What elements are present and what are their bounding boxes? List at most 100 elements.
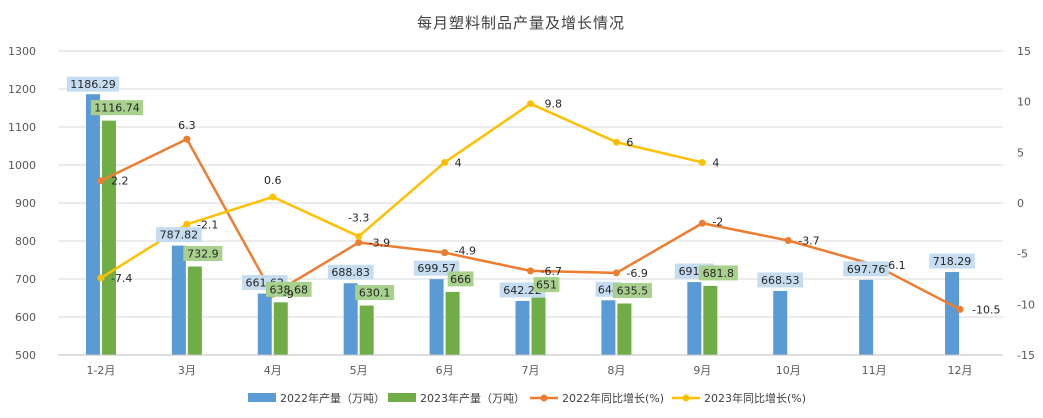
left-tick-label: 700 xyxy=(15,273,36,286)
x-tick-label: 5月 xyxy=(350,364,368,377)
line-point xyxy=(355,239,363,247)
bar-value-label-bg xyxy=(447,271,474,287)
left-axis: 500 600 700 800 900 1000 1100 1200 1300 xyxy=(8,45,36,362)
bar xyxy=(531,297,546,355)
left-tick-label: 500 xyxy=(15,349,36,362)
bar xyxy=(617,303,632,355)
line-value-label: -7.4 xyxy=(111,272,132,285)
line-value-label: 2.2 xyxy=(111,175,129,188)
line-point xyxy=(441,158,449,166)
x-tick-label: 7月 xyxy=(522,364,540,377)
line-point xyxy=(97,177,105,185)
right-tick-label: 15 xyxy=(1017,45,1031,58)
bar-value-label: 642.22 xyxy=(503,284,542,297)
bar-value-label: 666 xyxy=(450,273,471,286)
legend: 2022年产量（万吨） 2023年产量（万吨） 2022年同比增长(%) 2023年同… xyxy=(248,391,806,405)
line-point xyxy=(527,100,534,108)
bar-value-label-bg xyxy=(183,245,223,261)
x-tick-label: 6月 xyxy=(436,364,454,377)
x-tick-label: 8月 xyxy=(607,364,625,377)
left-tick-label: 600 xyxy=(15,311,36,324)
legend-marker xyxy=(682,394,690,402)
bar xyxy=(101,120,116,356)
line-point xyxy=(784,236,792,244)
bar-value-label-bg xyxy=(355,285,395,301)
line-point xyxy=(956,305,964,313)
bar-value-label-bg xyxy=(327,264,374,280)
x-tick-label: 4月 xyxy=(264,364,282,377)
line-value-label: 4 xyxy=(712,156,719,169)
right-tick-label: 5 xyxy=(1017,146,1024,159)
line-point xyxy=(441,249,449,257)
x-tick-label: 1-2月 xyxy=(86,364,115,377)
line-point xyxy=(612,138,620,146)
bar xyxy=(687,282,702,355)
bar-value-label-bg xyxy=(90,100,144,116)
x-tick-label: 9月 xyxy=(693,364,711,377)
line-series xyxy=(100,102,703,280)
bar-value-label: 635.5 xyxy=(617,285,649,298)
legend-swatch xyxy=(248,393,276,402)
line-value-label: 6.3 xyxy=(178,119,196,132)
line-value-label: -6.1 xyxy=(884,259,905,272)
line-value-label: -6.9 xyxy=(626,267,647,280)
right-tick-label: 10 xyxy=(1017,96,1031,109)
line-value-label: 6 xyxy=(626,136,633,149)
legend-label: 2023年产量（万吨） xyxy=(420,391,525,405)
line-point xyxy=(698,158,706,166)
bar xyxy=(859,279,874,355)
left-tick-label: 800 xyxy=(15,235,36,248)
right-tick-label: 0 xyxy=(1017,197,1024,210)
line-value-label: -3.3 xyxy=(348,211,369,224)
bar-value-label: 697.76 xyxy=(847,263,886,276)
legend-label: 2023年同比增长(%) xyxy=(704,391,806,405)
bar xyxy=(359,305,374,355)
bar-value-label: 699.57 xyxy=(417,262,456,275)
left-tick-label: 1200 xyxy=(8,83,36,96)
line-value-label: -3.9 xyxy=(369,237,390,250)
bar xyxy=(703,285,718,355)
line-value-label: -2 xyxy=(712,215,723,228)
bar xyxy=(601,300,616,355)
bar xyxy=(773,290,788,355)
bar-value-label: 718.29 xyxy=(933,255,972,268)
line-value-label: 9.8 xyxy=(545,98,563,111)
right-axis: -15 -10 -5 0 5 10 15 xyxy=(1017,45,1035,362)
line-value-label: -6.7 xyxy=(541,265,562,278)
line-point xyxy=(269,193,277,201)
x-tick-label: 12月 xyxy=(948,364,973,377)
legend-label: 2022年产量（万吨） xyxy=(280,391,385,405)
bar xyxy=(515,300,530,355)
bar-value-label: 681.8 xyxy=(703,267,735,280)
bar-value-label-bg xyxy=(843,261,889,277)
bar-value-label: 630.1 xyxy=(359,287,391,300)
line-value-label: -10.5 xyxy=(972,303,1000,316)
bar-value-label: 1116.74 xyxy=(94,102,140,115)
line-value-label: -4.9 xyxy=(455,245,476,258)
bar-value-label: 668.53 xyxy=(761,274,800,287)
line-value-label: -9 xyxy=(283,288,294,301)
bar-value-label-bg xyxy=(66,76,120,92)
bar xyxy=(187,266,202,355)
line-value-label: -3.7 xyxy=(798,234,819,247)
bar-value-label-bg xyxy=(265,281,312,297)
bar xyxy=(257,293,272,355)
right-tick-label: -5 xyxy=(1017,248,1028,261)
x-tick-label: 3月 xyxy=(178,364,196,377)
line-value-label: 4 xyxy=(455,156,462,169)
line-value-label: 0.6 xyxy=(264,174,282,187)
line-point xyxy=(97,274,105,282)
line-point xyxy=(612,269,620,277)
left-tick-label: 1000 xyxy=(8,159,36,172)
bar xyxy=(171,245,186,355)
line-point xyxy=(527,267,534,275)
x-tick-label: 11月 xyxy=(862,364,887,377)
bar-value-label: 1186.29 xyxy=(70,78,116,91)
x-axis: 1-2月 3月 4月 5月 6月 7月 8月 9月 10月 11月 12月 xyxy=(58,354,1003,377)
bar-value-label-bg xyxy=(929,253,975,269)
legend-swatch xyxy=(388,393,416,402)
left-tick-label: 1300 xyxy=(8,45,36,58)
line-point xyxy=(183,220,191,228)
